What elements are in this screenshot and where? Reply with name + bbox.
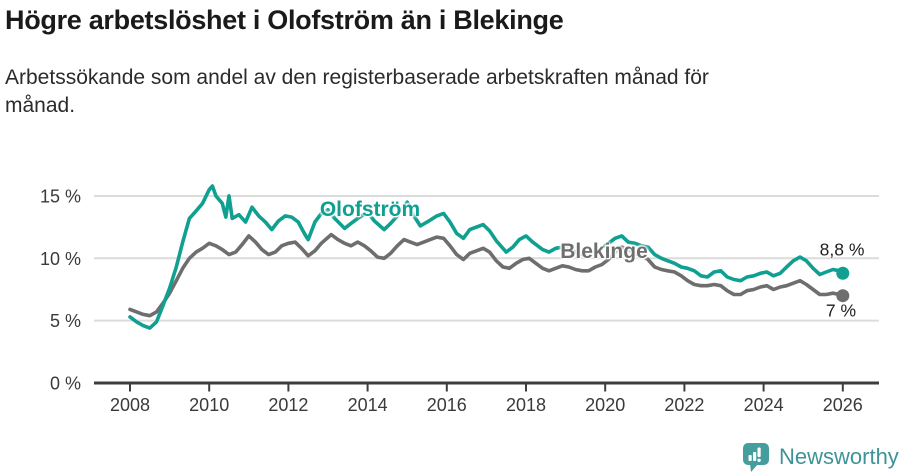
- y-axis-tick-label: 0 %: [50, 374, 81, 394]
- x-axis-tick-label: 2008: [110, 395, 150, 415]
- x-axis-tick-label: 2018: [506, 395, 546, 415]
- end-dot-blekinge: [836, 289, 850, 303]
- y-axis-tick-label: 5 %: [50, 311, 81, 331]
- x-axis-tick-label: 2014: [348, 395, 388, 415]
- x-axis-tick-label: 2026: [823, 395, 863, 415]
- y-axis-tick-label: 15 %: [40, 186, 81, 206]
- end-value-olofstrom: 8,8 %: [819, 239, 865, 260]
- end-value-blekinge: 7 %: [825, 300, 857, 321]
- newsworthy-wordmark: Newsworthy: [779, 444, 899, 469]
- newsworthy-logo: Newsworthy: [741, 441, 899, 473]
- series-label-blekinge: Blekinge: [560, 240, 648, 263]
- x-axis-tick-label: 2024: [744, 395, 784, 415]
- subtitle-line-1: Arbetssökande som andel av den registerb…: [5, 66, 709, 89]
- subtitle-line-2: månad.: [5, 94, 76, 117]
- x-axis-tick-label: 2022: [664, 395, 704, 415]
- series-label-olofstrom: Olofström: [319, 198, 421, 221]
- chart-subtitle: Arbetssökande som andel av den registerb…: [5, 64, 855, 120]
- y-axis-tick-label: 10 %: [40, 249, 81, 269]
- page-title: Högre arbetslöshet i Olofström än i Blek…: [5, 5, 564, 35]
- x-axis-tick-label: 2020: [585, 395, 625, 415]
- line-blekinge: [128, 232, 845, 318]
- x-axis-tick-label: 2010: [189, 395, 229, 415]
- newsworthy-logo-icon: [743, 443, 769, 472]
- x-axis-tick-label: 2012: [268, 395, 308, 415]
- end-dot-olofström: [836, 266, 850, 280]
- line-olofström: [128, 184, 845, 330]
- x-axis-tick-label: 2016: [427, 395, 467, 415]
